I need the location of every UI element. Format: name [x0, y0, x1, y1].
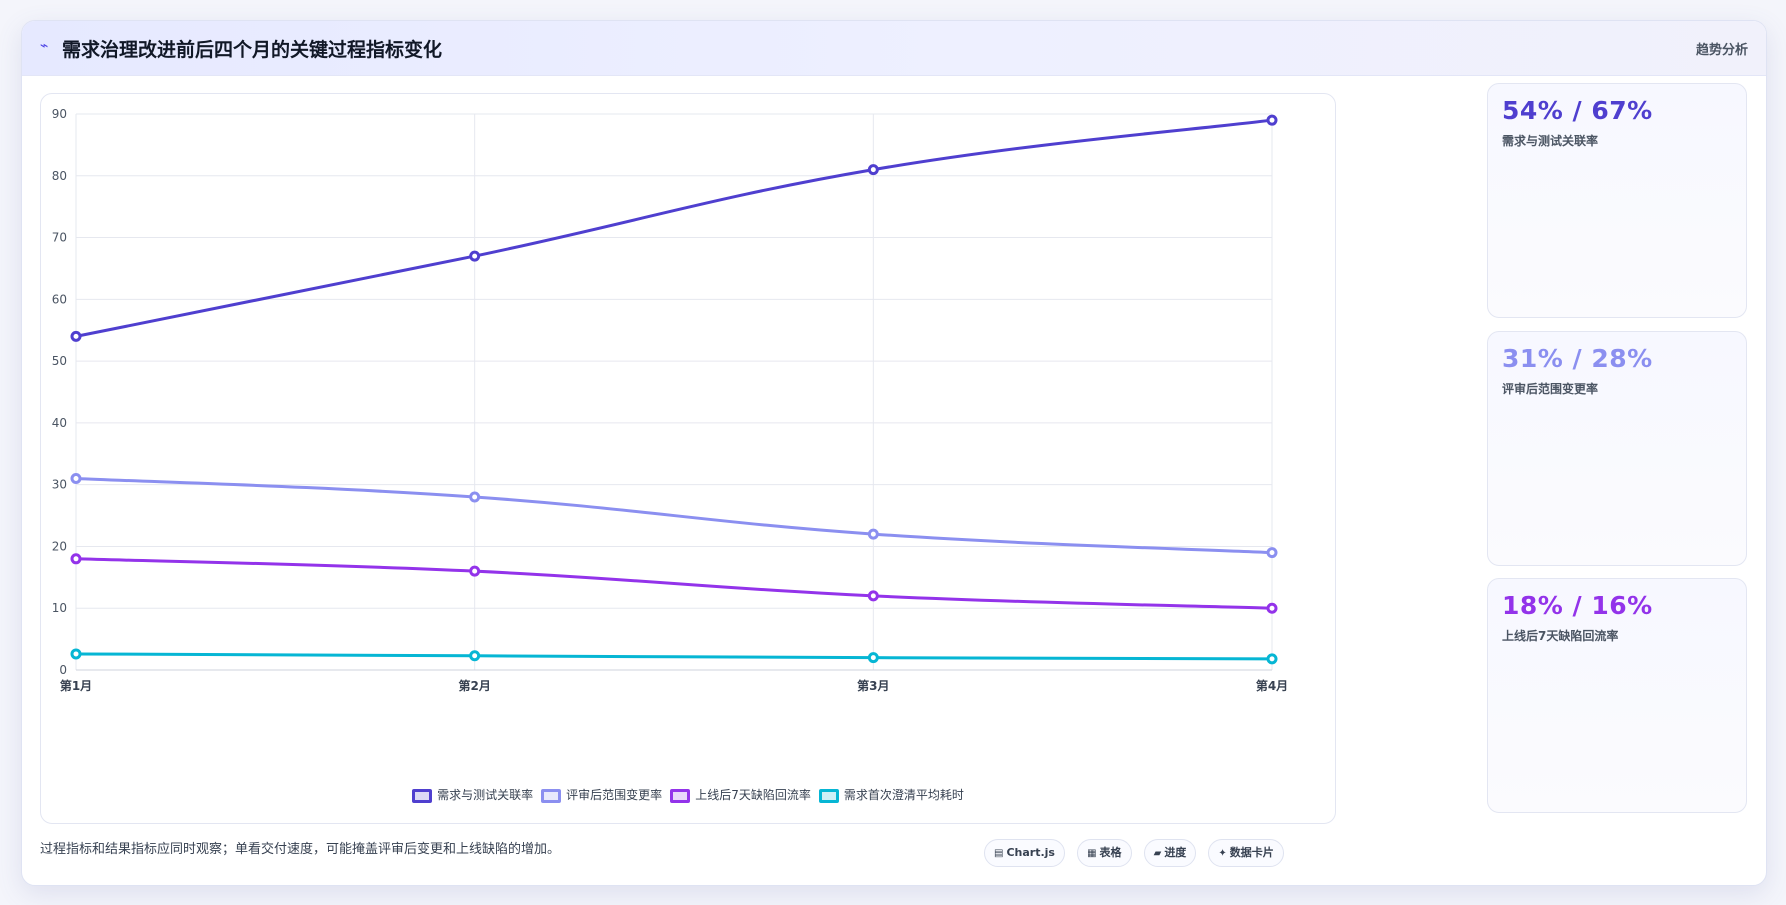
y-tick-label: 20: [52, 539, 67, 553]
table-chip[interactable]: ▦ 表格: [1077, 839, 1132, 867]
data-point: [70, 648, 82, 660]
kpi-card-defect-reflow: 18% / 16% 上线后7天缺陷回流率: [1487, 578, 1747, 813]
data-point: [1266, 114, 1278, 126]
kpi-value: 54% / 67%: [1502, 96, 1653, 125]
progress-chip[interactable]: ▰ 进度: [1143, 839, 1197, 867]
data-point: [469, 491, 481, 503]
x-tick-label: 第1月: [60, 678, 92, 693]
y-tick-label: 70: [52, 231, 67, 245]
card-header: ⌁ 需求治理改进前后四个月的关键过程指标变化 趋势分析: [22, 21, 1766, 76]
progress-icon: ▰: [1153, 848, 1162, 859]
kpi-label: 评审后范围变更率: [1502, 382, 1599, 396]
line-chart: 0 10 20 30 40 50 60 70 80 90 第1月 第2月 第3月 第4月: [52, 107, 1288, 693]
trend-card: ⌁ 需求治理改进前后四个月的关键过程指标变化 趋势分析 0 10 20 30 40 50 6…: [21, 20, 1767, 886]
y-tick-label: 10: [52, 601, 67, 615]
kpi-card-req-test-link: 54% / 67% 需求与测试关联率: [1487, 83, 1747, 318]
legend-item[interactable]: 需求与测试关联率: [412, 786, 533, 803]
chartjs-chip[interactable]: ▤ Chart.js: [984, 839, 1065, 867]
series-line: [75, 476, 1273, 555]
chip-label: 进度: [1164, 846, 1187, 859]
data-point: [1266, 653, 1278, 665]
data-point: [867, 528, 879, 540]
footer-note: 过程指标和结果指标应同时观察；单看交付速度，可能掩盖评审后变更和上线缺陷的增加。: [40, 842, 561, 857]
chip-label: 数据卡片: [1229, 846, 1274, 859]
data-point: [1266, 602, 1278, 614]
legend-label: 评审后范围变更率: [566, 788, 663, 802]
series-line: [75, 118, 1273, 338]
data-point: [469, 565, 481, 577]
legend-swatch: [541, 789, 562, 803]
table-icon: ▦: [1087, 848, 1097, 859]
data-point: [469, 250, 481, 262]
trend-icon: ⌁: [40, 38, 49, 54]
page-title: 需求治理改进前后四个月的关键过程指标变化: [62, 39, 443, 61]
data-point: [867, 590, 879, 602]
x-tick-label: 第2月: [458, 678, 490, 693]
legend-label: 需求与测试关联率: [437, 788, 534, 802]
y-tick-label: 40: [52, 416, 67, 430]
y-tick-label: 80: [52, 169, 67, 183]
trend-analysis-label: 趋势分析: [1695, 43, 1748, 58]
x-tick-label: 第4月: [1256, 678, 1288, 693]
legend-swatch: [818, 789, 839, 803]
chip-label: 表格: [1099, 846, 1122, 859]
chart-panel: 0 10 20 30 40 50 60 70 80 90 第1月 第2月 第3月 第4月 需求与测试关联率…: [40, 93, 1336, 824]
data-point: [867, 652, 879, 664]
legend-swatch: [670, 789, 691, 803]
series-line: [75, 652, 1273, 661]
series-line: [75, 557, 1273, 610]
chip-label: Chart.js: [1006, 846, 1055, 859]
data-point: [469, 650, 481, 662]
data-point: [70, 330, 82, 342]
y-tick-label: 50: [52, 354, 67, 368]
kpi-value: 18% / 16%: [1502, 591, 1653, 620]
legend-label: 上线后7天缺陷回流率: [695, 788, 811, 802]
legend-item[interactable]: 需求首次澄清平均耗时: [818, 786, 964, 803]
legend-label: 需求首次澄清平均耗时: [843, 788, 964, 802]
kpi-value: 31% / 28%: [1502, 344, 1653, 373]
card-icon: ✦: [1218, 848, 1227, 859]
kpi-label: 上线后7天缺陷回流率: [1502, 629, 1619, 643]
y-tick-label: 0: [59, 663, 67, 677]
legend-item[interactable]: 上线后7天缺陷回流率: [670, 786, 811, 803]
y-tick-label: 60: [52, 292, 67, 306]
data-card-chip[interactable]: ✦ 数据卡片: [1208, 839, 1284, 867]
data-point: [70, 553, 82, 565]
legend-item[interactable]: 评审后范围变更率: [541, 786, 662, 803]
x-tick-label: 第3月: [857, 678, 889, 693]
kpi-label: 需求与测试关联率: [1502, 134, 1599, 148]
legend-swatch: [412, 789, 433, 803]
y-tick-label: 90: [52, 107, 67, 121]
chart-icon: ▤: [994, 848, 1004, 859]
data-point: [1266, 547, 1278, 559]
data-point: [70, 472, 82, 484]
chart-legend: 需求与测试关联率 评审后范围变更率 上线后7天缺陷回流率 需求首次澄清平均耗时: [41, 786, 1335, 803]
view-chips: ▤ Chart.js ▦ 表格 ▰ 进度 ✦ 数据卡片: [984, 839, 1291, 867]
data-point: [867, 164, 879, 176]
kpi-card-scope-change: 31% / 28% 评审后范围变更率: [1487, 331, 1747, 566]
y-tick-label: 30: [52, 478, 67, 492]
